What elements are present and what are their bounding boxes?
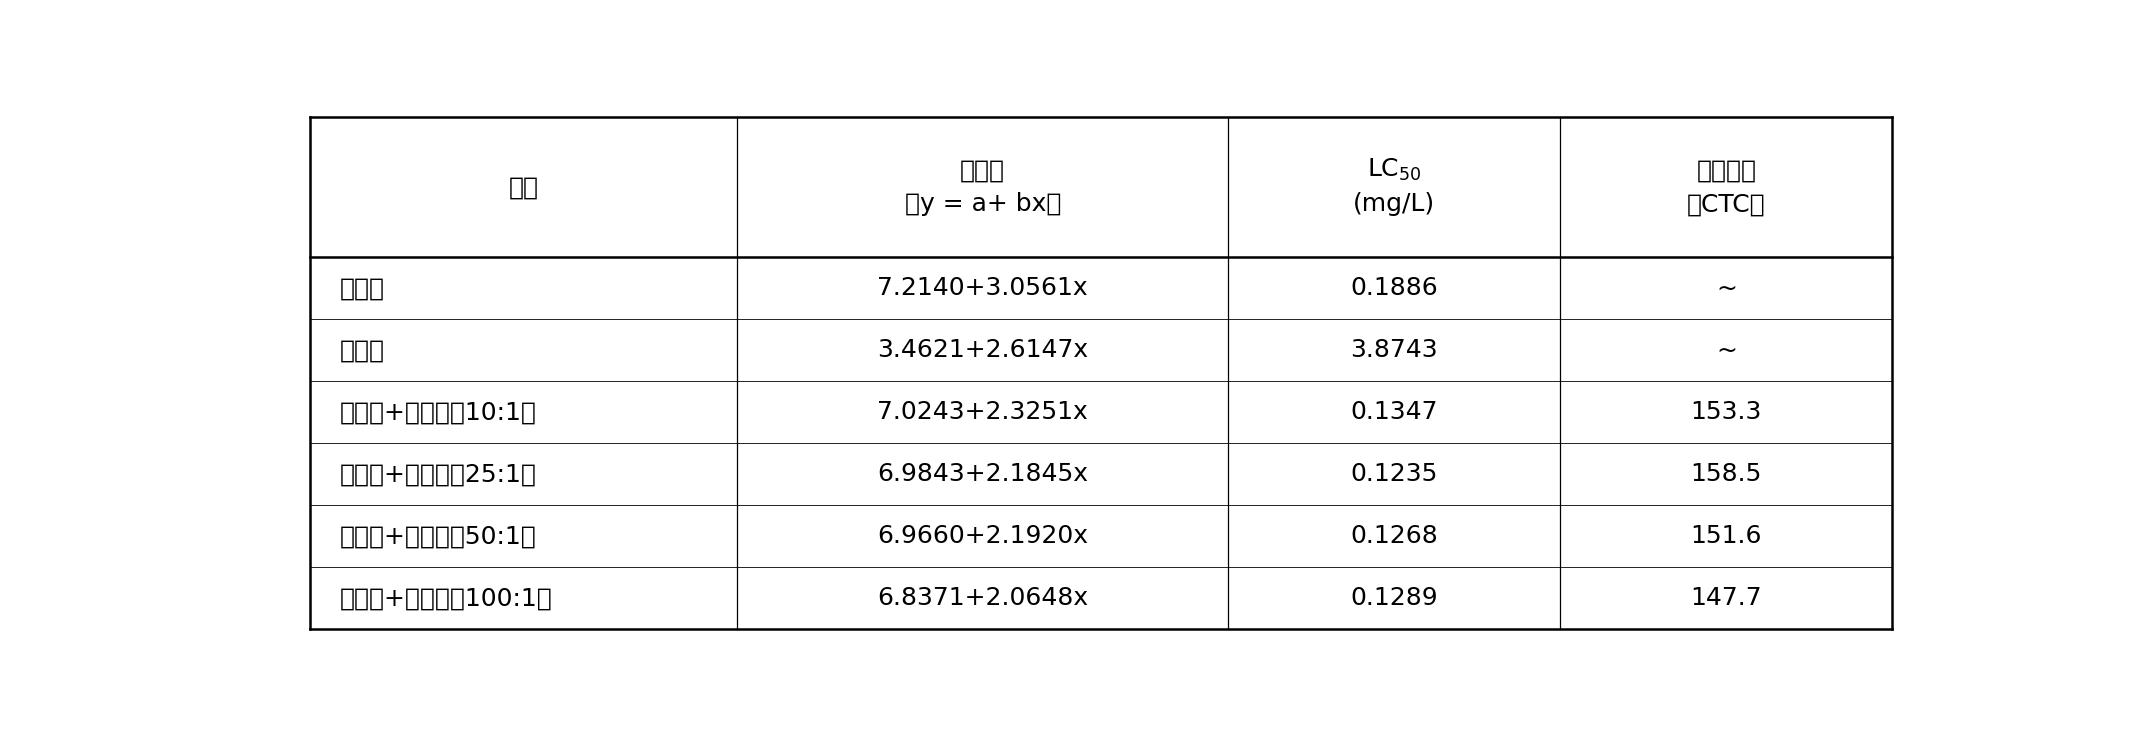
- Text: 辛硫磷+印楝素（100:1）: 辛硫磷+印楝素（100:1）: [340, 586, 552, 610]
- Text: 辛硫磷+印楝素（10:1）: 辛硫磷+印楝素（10:1）: [340, 401, 537, 424]
- Text: 0.1886: 0.1886: [1350, 276, 1438, 300]
- Text: 153.3: 153.3: [1691, 401, 1762, 424]
- Text: 3.4621+2.6147x: 3.4621+2.6147x: [877, 338, 1087, 362]
- Text: 6.8371+2.0648x: 6.8371+2.0648x: [877, 586, 1087, 610]
- Text: 0.1235: 0.1235: [1350, 463, 1438, 486]
- Text: 7.2140+3.0561x: 7.2140+3.0561x: [877, 276, 1087, 300]
- Text: 147.7: 147.7: [1691, 586, 1762, 610]
- Text: （y = a+ bx）: （y = a+ bx）: [905, 192, 1062, 217]
- Text: (mg/L): (mg/L): [1354, 192, 1436, 217]
- Text: 药剂: 药剂: [509, 175, 539, 200]
- Text: 共毒系数: 共毒系数: [1696, 158, 1756, 182]
- Text: ~: ~: [1715, 338, 1736, 362]
- Text: 3.8743: 3.8743: [1350, 338, 1438, 362]
- Text: 回归式: 回归式: [961, 158, 1006, 182]
- Text: 6.9843+2.1845x: 6.9843+2.1845x: [877, 463, 1087, 486]
- Text: LC$_{50}$: LC$_{50}$: [1367, 157, 1420, 183]
- Text: 辛硫磷+印楝素（25:1）: 辛硫磷+印楝素（25:1）: [340, 463, 537, 486]
- Text: 7.0243+2.3251x: 7.0243+2.3251x: [877, 401, 1087, 424]
- Text: 辛硫磷+印楝素（50:1）: 辛硫磷+印楝素（50:1）: [340, 524, 537, 548]
- Text: 6.9660+2.1920x: 6.9660+2.1920x: [877, 524, 1087, 548]
- Text: （CTC）: （CTC）: [1687, 192, 1766, 217]
- Text: 0.1347: 0.1347: [1350, 401, 1438, 424]
- Text: 辛硫磷: 辛硫磷: [340, 276, 385, 300]
- Text: 158.5: 158.5: [1691, 463, 1762, 486]
- Text: 0.1268: 0.1268: [1350, 524, 1438, 548]
- Text: 印楝素: 印楝素: [340, 338, 385, 362]
- Text: 0.1289: 0.1289: [1350, 586, 1438, 610]
- Text: 151.6: 151.6: [1691, 524, 1762, 548]
- Text: ~: ~: [1715, 276, 1736, 300]
